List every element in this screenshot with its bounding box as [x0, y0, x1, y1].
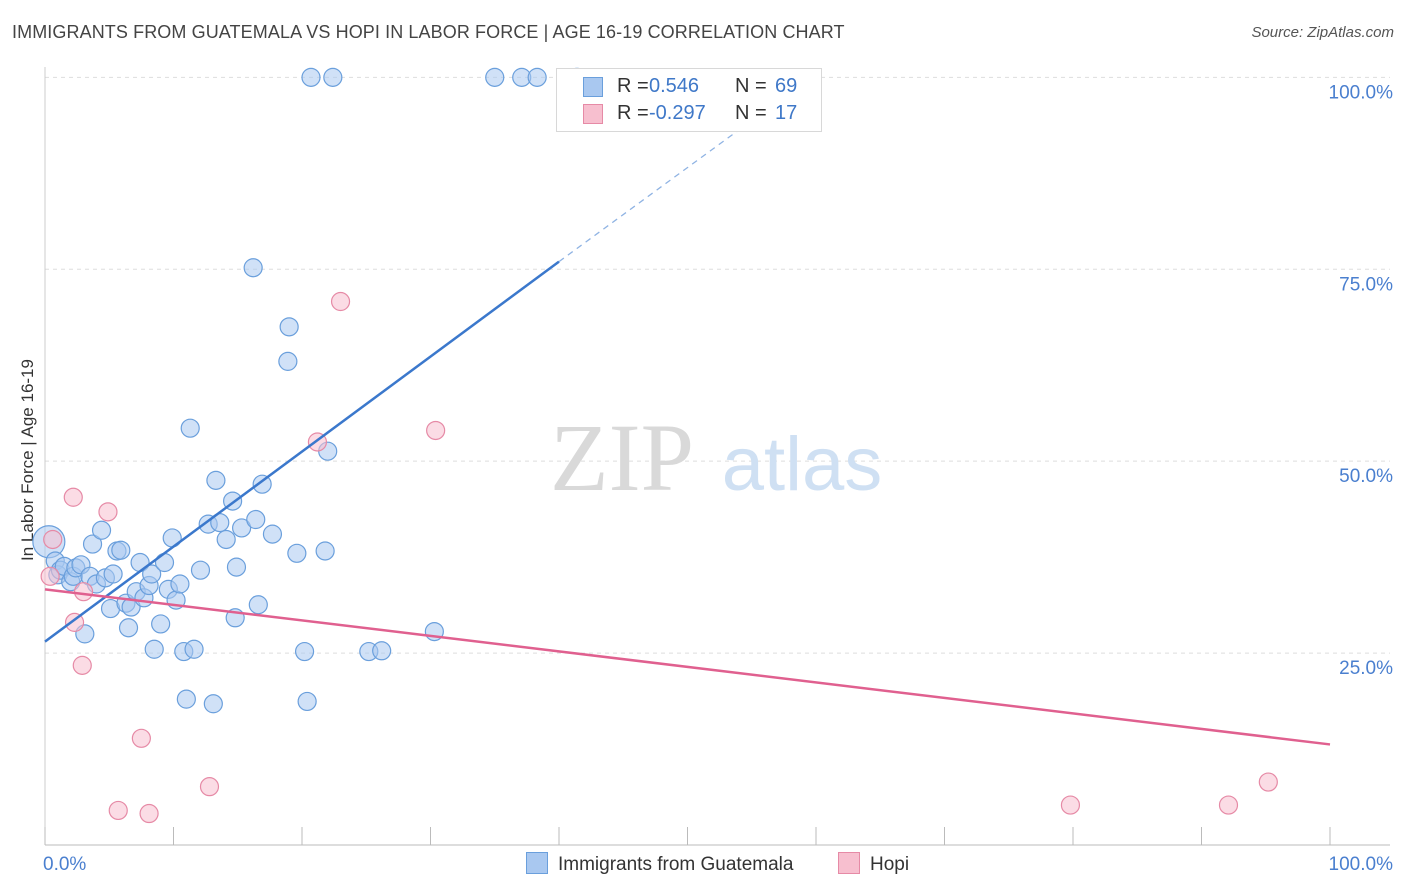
point-guatemala-51 — [252, 474, 272, 494]
point-hopi-6 — [98, 502, 118, 522]
point-guatemala-55 — [287, 543, 307, 563]
x-tick-label-100: 100.0% — [1329, 854, 1394, 875]
point-guatemala-27 — [144, 639, 164, 659]
y-tick-label-100: 100.0% — [1329, 82, 1394, 103]
point-hopi-9 — [139, 803, 159, 824]
chart-legend: Immigrants from Guatemala Hopi — [0, 850, 1406, 880]
y-tick-label-75: 75.0% — [1339, 274, 1393, 295]
point-guatemala-63 — [372, 641, 392, 661]
point-guatemala-58 — [301, 67, 321, 87]
point-guatemala-61 — [323, 67, 343, 87]
axes — [44, 67, 1390, 846]
source-label: Source: ZipAtlas.com — [1251, 24, 1394, 41]
point-guatemala-13 — [91, 520, 112, 540]
stats-r-label: R = — [617, 75, 649, 97]
point-guatemala-29 — [154, 552, 175, 573]
point-hopi-12 — [330, 291, 351, 312]
point-hopi-2 — [63, 487, 83, 507]
watermark-zip: ZIP — [550, 404, 694, 511]
point-guatemala-26 — [142, 564, 162, 584]
trend-line-hopi — [44, 588, 1331, 746]
data-points — [32, 67, 1278, 824]
x-tick-label-0: 0.0% — [43, 854, 86, 875]
watermark: ZIP atlas — [550, 404, 882, 511]
point-guatemala-38 — [190, 560, 211, 580]
point-guatemala-53 — [278, 351, 298, 371]
point-guatemala-54 — [279, 317, 299, 337]
point-guatemala-46 — [226, 557, 247, 577]
point-hopi-1 — [43, 529, 63, 550]
point-guatemala-48 — [243, 258, 263, 278]
point-hopi-16 — [1258, 772, 1278, 792]
legend-label-hopi: Hopi — [870, 854, 910, 875]
point-hopi-15 — [1218, 795, 1239, 815]
point-hopi-0 — [40, 566, 60, 586]
point-guatemala-28 — [151, 614, 171, 634]
stats-swatch-hopi — [583, 104, 603, 124]
point-guatemala-18 — [111, 540, 131, 560]
point-guatemala-47 — [232, 518, 252, 538]
point-guatemala-37 — [184, 639, 204, 659]
point-guatemala-57 — [297, 691, 317, 712]
stats-n-value: 17 — [775, 102, 798, 124]
y-tick-label-50: 50.0% — [1339, 466, 1393, 487]
stats-r-value: -0.297 — [649, 102, 706, 124]
point-guatemala-16 — [103, 564, 123, 584]
legend-swatch-guatemala — [526, 852, 548, 874]
point-hopi-5 — [73, 582, 94, 602]
point-hopi-7 — [108, 800, 128, 821]
point-guatemala-50 — [248, 595, 268, 615]
x-tick-labels: 0.0% 100.0% — [43, 854, 1393, 875]
point-guatemala-43 — [216, 529, 236, 550]
point-guatemala-65 — [485, 67, 505, 87]
legend-item-guatemala[interactable]: Immigrants from Guatemala — [526, 852, 793, 876]
stats-n-label: N = — [735, 102, 767, 124]
point-guatemala-11 — [82, 534, 103, 554]
point-guatemala-52 — [262, 524, 283, 544]
point-guatemala-33 — [170, 574, 190, 594]
point-guatemala-56 — [294, 641, 315, 662]
stats-n-value: 69 — [775, 75, 798, 97]
stats-r-label: R = — [617, 102, 649, 124]
watermark-atlas: atlas — [722, 422, 883, 507]
point-hopi-13 — [426, 420, 446, 441]
point-guatemala-20 — [118, 618, 139, 638]
legend-label-guatemala: Immigrants from Guatemala — [558, 854, 794, 875]
point-hopi-8 — [131, 728, 151, 748]
point-hopi-14 — [1060, 795, 1081, 815]
point-guatemala-36 — [180, 418, 200, 438]
chart-title: IMMIGRANTS FROM GUATEMALA VS HOPI IN LAB… — [12, 22, 845, 42]
point-guatemala-35 — [176, 689, 196, 709]
point-guatemala-41 — [206, 470, 226, 490]
legend-item-hopi[interactable]: Hopi — [838, 852, 909, 876]
stats-n-label: N = — [735, 75, 767, 97]
point-guatemala-49 — [246, 509, 266, 530]
point-hopi-4 — [72, 655, 92, 675]
stats-r-value: 0.546 — [649, 75, 700, 97]
legend-swatch-hopi — [838, 852, 860, 874]
point-guatemala-59 — [315, 541, 335, 561]
y-tick-labels: 25.0% 50.0% 75.0% 100.0% — [1329, 82, 1394, 679]
stats-legend: R = 0.546 N = 69 R = -0.297 N = 17 — [556, 68, 822, 132]
grid-lines — [45, 76, 1390, 654]
y-tick-label-25: 25.0% — [1339, 658, 1393, 679]
point-guatemala-40 — [203, 694, 223, 714]
stats-swatch-guatemala — [583, 77, 603, 97]
trend-line-guatemala — [44, 260, 560, 643]
point-hopi-10 — [199, 777, 220, 797]
point-guatemala-67 — [527, 67, 547, 87]
